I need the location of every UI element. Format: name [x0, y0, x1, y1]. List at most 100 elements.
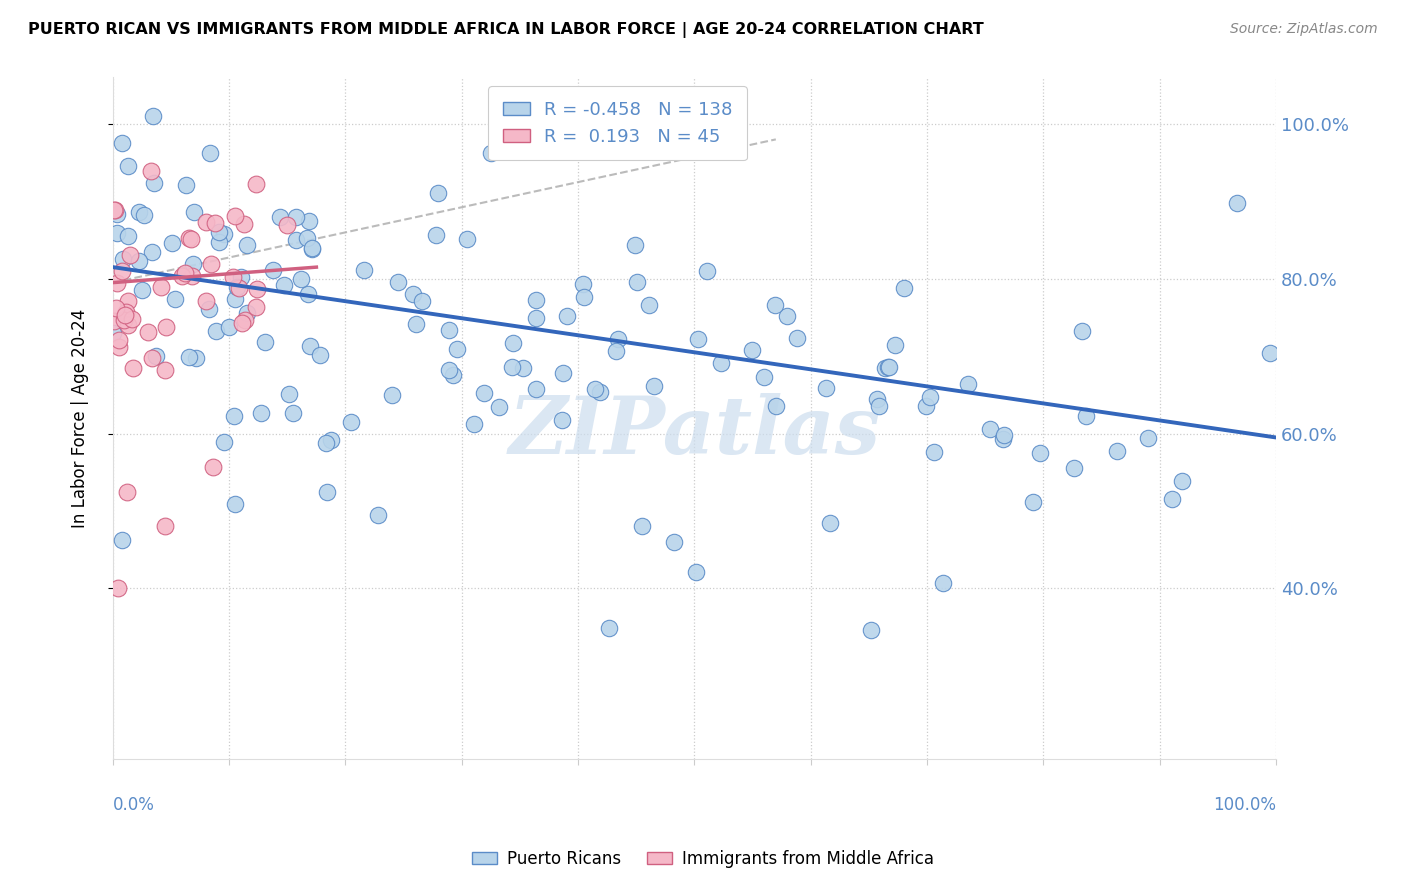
Point — [353, 263, 375, 277]
Point — [221, 269, 243, 284]
Point — [195, 293, 218, 308]
Point — [1063, 460, 1085, 475]
Point — [222, 409, 245, 424]
Point — [232, 217, 254, 231]
Point — [197, 301, 219, 316]
Point — [229, 270, 252, 285]
Point — [763, 298, 786, 312]
Point — [174, 178, 197, 192]
Point — [316, 485, 339, 500]
Point — [224, 292, 246, 306]
Point — [105, 226, 128, 240]
Point — [128, 204, 150, 219]
Point — [524, 383, 547, 397]
Point — [920, 390, 942, 404]
Point — [181, 268, 204, 283]
Point — [212, 435, 235, 450]
Point — [437, 323, 460, 337]
Point — [143, 176, 166, 190]
Point — [1022, 495, 1045, 509]
Point — [111, 533, 134, 548]
Point — [200, 257, 222, 271]
Point — [488, 400, 510, 414]
Point — [205, 324, 228, 338]
Point — [924, 444, 946, 458]
Point — [884, 338, 907, 352]
Point — [873, 360, 896, 375]
Point — [250, 406, 273, 420]
Point — [226, 280, 249, 294]
Point — [607, 332, 630, 346]
Point — [132, 208, 155, 222]
Point — [115, 305, 138, 319]
Point — [224, 209, 246, 223]
Point — [117, 318, 139, 332]
Point — [583, 382, 606, 396]
Point — [1136, 431, 1159, 445]
Point — [765, 400, 787, 414]
Point — [177, 231, 200, 245]
Point — [107, 582, 129, 596]
Point — [160, 236, 183, 251]
Point — [103, 326, 125, 340]
Point — [111, 136, 134, 150]
Text: ZIPatlas: ZIPatlas — [509, 393, 880, 470]
Point — [814, 381, 837, 395]
Point — [877, 359, 900, 374]
Point — [446, 342, 468, 356]
Point — [297, 230, 319, 244]
Point — [111, 252, 134, 267]
Point — [481, 145, 503, 160]
Point — [956, 377, 979, 392]
Point — [208, 235, 231, 250]
Point — [277, 387, 299, 401]
Point — [876, 359, 898, 374]
Point — [301, 243, 323, 257]
Point — [754, 370, 776, 384]
Point — [269, 210, 291, 224]
Point — [501, 360, 523, 375]
Point — [426, 186, 449, 200]
Point — [301, 242, 323, 256]
Point — [572, 290, 595, 304]
Point — [776, 309, 799, 323]
Point — [104, 203, 127, 218]
Point — [245, 300, 267, 314]
Point — [245, 177, 267, 191]
Point — [117, 485, 139, 500]
Legend: R = -0.458   N = 138, R =  0.193   N = 45: R = -0.458 N = 138, R = 0.193 N = 45 — [488, 87, 747, 161]
Point — [155, 518, 177, 533]
Point — [299, 338, 322, 352]
Point — [868, 399, 890, 413]
Point — [1160, 491, 1182, 506]
Point — [184, 351, 207, 365]
Point — [437, 363, 460, 377]
Point — [441, 368, 464, 382]
Point — [572, 277, 595, 291]
Point — [1071, 324, 1094, 338]
Point — [141, 351, 163, 365]
Point — [181, 257, 204, 271]
Point — [246, 281, 269, 295]
Point — [298, 214, 321, 228]
Point — [173, 266, 195, 280]
Point — [993, 428, 1015, 442]
Point — [993, 432, 1015, 446]
Point — [1258, 346, 1281, 360]
Point — [103, 314, 125, 328]
Point — [1076, 409, 1098, 423]
Point — [204, 216, 226, 230]
Point — [195, 215, 218, 229]
Point — [120, 248, 142, 262]
Point — [236, 305, 259, 319]
Point — [411, 294, 433, 309]
Point — [290, 272, 312, 286]
Point — [524, 293, 547, 307]
Point — [860, 624, 883, 638]
Point — [315, 436, 337, 450]
Point — [425, 227, 447, 242]
Y-axis label: In Labor Force | Age 20-24: In Labor Force | Age 20-24 — [72, 309, 89, 528]
Point — [786, 330, 808, 344]
Point — [405, 317, 427, 331]
Point — [1029, 446, 1052, 460]
